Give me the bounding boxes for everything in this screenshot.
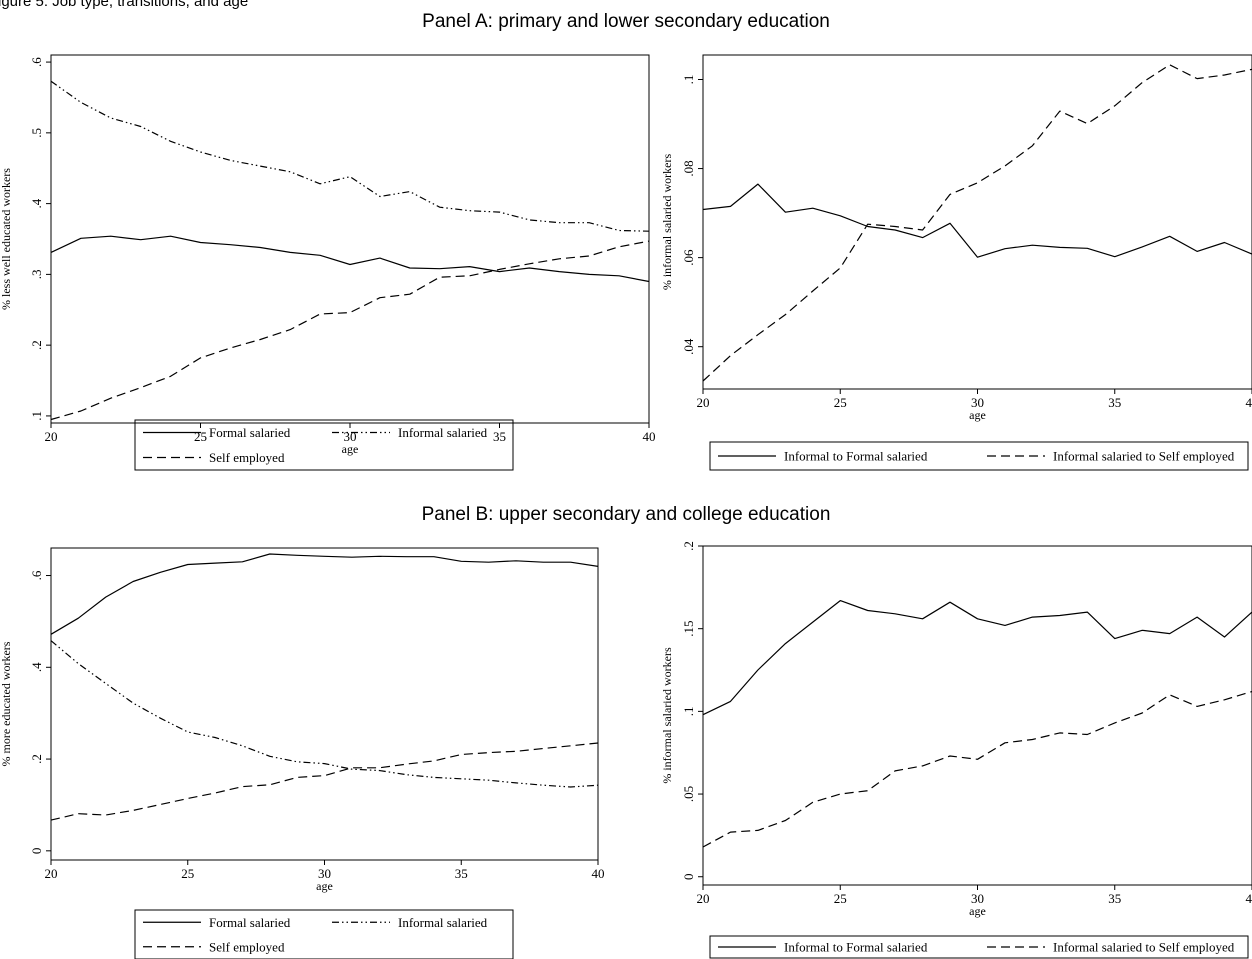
series-line-2 bbox=[702, 690, 1252, 848]
y-tick-label: .06 bbox=[681, 249, 696, 266]
x-tick-label: 30 bbox=[971, 395, 984, 410]
x-tick-label: 35 bbox=[1108, 891, 1121, 906]
legend-box bbox=[709, 935, 1249, 959]
x-tick-label: 20 bbox=[697, 395, 710, 410]
x-tick-label: 40 bbox=[1246, 891, 1252, 906]
y-tick-label: .6 bbox=[29, 570, 44, 580]
y-tick-label: .4 bbox=[29, 198, 44, 208]
y-tick-label: .2 bbox=[29, 340, 44, 350]
legend-box bbox=[134, 419, 514, 471]
series-line-2 bbox=[50, 80, 650, 232]
legend-entry: Formal salaried bbox=[209, 425, 291, 440]
series-line-2 bbox=[50, 640, 599, 788]
x-tick-label: 25 bbox=[834, 891, 847, 906]
legend-entry: Informal to Formal salaried bbox=[784, 449, 928, 464]
figure-title: igure 5: Job type, transitions, and age bbox=[0, 0, 249, 10]
y-tick-label: .04 bbox=[681, 338, 696, 355]
x-tick-label: 35 bbox=[1108, 395, 1121, 410]
legend-entry: Informal salaried bbox=[398, 915, 488, 930]
x-axis-label: age bbox=[969, 904, 986, 918]
y-tick-label: .3 bbox=[29, 270, 44, 280]
series-line-1 bbox=[702, 183, 1252, 258]
y-axis-label: % more educated workers bbox=[0, 641, 13, 766]
x-tick-label: 40 bbox=[1246, 395, 1252, 410]
x-tick-label: 20 bbox=[697, 891, 710, 906]
panel-b-title: Panel B: upper secondary and college edu… bbox=[421, 504, 831, 525]
y-tick-label: .15 bbox=[681, 621, 696, 637]
x-tick-label: 40 bbox=[643, 429, 656, 444]
x-tick-label: 20 bbox=[45, 429, 58, 444]
y-axis-label: % less well educated workers bbox=[0, 168, 13, 310]
y-tick-label: .5 bbox=[29, 128, 44, 138]
y-tick-label: .6 bbox=[29, 57, 44, 67]
y-tick-label: .2 bbox=[681, 541, 696, 551]
y-tick-label: 0 bbox=[29, 848, 44, 855]
series-line-1 bbox=[50, 553, 599, 635]
series-line-3 bbox=[50, 240, 650, 421]
series-line-2 bbox=[702, 64, 1252, 382]
x-tick-label: 30 bbox=[318, 866, 331, 881]
y-tick-label: .4 bbox=[29, 662, 44, 672]
x-tick-label: 25 bbox=[834, 395, 847, 410]
x-axis-label: age bbox=[342, 442, 359, 456]
legend-entry: Self employed bbox=[209, 450, 285, 465]
y-axis-label: % informal salaried workers bbox=[660, 154, 674, 291]
y-tick-label: .1 bbox=[29, 411, 44, 421]
x-tick-label: 25 bbox=[181, 866, 194, 881]
series-line-1 bbox=[50, 235, 650, 283]
y-tick-label: .05 bbox=[681, 786, 696, 802]
legend-box bbox=[709, 441, 1249, 471]
y-tick-label: .1 bbox=[681, 706, 696, 716]
legend-entry: Self employed bbox=[209, 939, 285, 954]
series-line-1 bbox=[702, 599, 1252, 716]
x-tick-label: 20 bbox=[45, 866, 58, 881]
x-tick-label: 30 bbox=[971, 891, 984, 906]
x-axis-label: age bbox=[316, 879, 333, 893]
x-tick-label: 35 bbox=[493, 429, 506, 444]
legend-entry: Informal salaried to Self employed bbox=[1053, 940, 1235, 955]
legend-entry: Informal salaried bbox=[398, 425, 488, 440]
plot-frame bbox=[702, 545, 1252, 886]
y-tick-label: .1 bbox=[681, 75, 696, 85]
legend-entry: Informal to Formal salaried bbox=[784, 940, 928, 955]
y-tick-label: .2 bbox=[29, 754, 44, 764]
y-tick-label: .08 bbox=[681, 160, 696, 176]
y-axis-label: % informal salaried workers bbox=[660, 647, 674, 784]
x-tick-label: 40 bbox=[592, 866, 605, 881]
legend-box bbox=[134, 909, 514, 959]
panel-a-title: Panel A: primary and lower secondary edu… bbox=[422, 11, 830, 32]
y-tick-label: 0 bbox=[681, 873, 696, 880]
x-axis-label: age bbox=[969, 408, 986, 422]
series-line-3 bbox=[50, 742, 599, 821]
x-tick-label: 35 bbox=[455, 866, 468, 881]
legend-entry: Formal salaried bbox=[209, 915, 291, 930]
legend-entry: Informal salaried to Self employed bbox=[1053, 449, 1235, 464]
